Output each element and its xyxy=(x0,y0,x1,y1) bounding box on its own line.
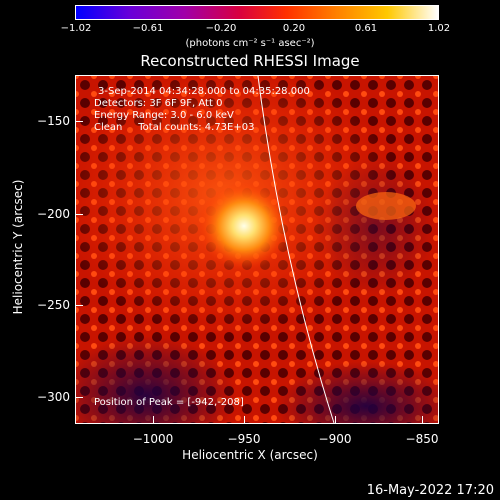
y-tick xyxy=(75,397,83,398)
plot-title: Reconstructed RHESSI Image xyxy=(140,52,360,70)
y-axis-label: Heliocentric Y (arcsec) xyxy=(11,179,25,315)
solar-limb-line xyxy=(257,76,335,423)
colorbar-tick: −0.61 xyxy=(132,23,164,34)
y-tick-label: −300 xyxy=(37,390,70,404)
peak-position-text: Position of Peak = [-942,-208] xyxy=(94,397,244,408)
colorbar-tick: −1.02 xyxy=(60,23,92,34)
time-range-text: 3-Sep-2014 04:34:28.000 to 04:35:28.000 xyxy=(98,86,310,97)
y-tick-label: −250 xyxy=(37,298,70,312)
x-tick-label: −900 xyxy=(318,432,352,446)
y-tick xyxy=(75,121,83,122)
timestamp: 16-May-2022 17:20 xyxy=(366,483,494,498)
y-tick xyxy=(75,214,83,215)
detectors-text: Detectors: 3F 6F 9F, Att 0 xyxy=(94,98,223,109)
x-tick xyxy=(153,416,154,424)
x-tick xyxy=(335,416,336,424)
clean-counts-text: Clean Total counts: 4.73E+03 xyxy=(94,122,255,133)
y-tick-label: −200 xyxy=(37,207,70,221)
x-tick-label: −850 xyxy=(405,432,439,446)
colorbar-tick: −0.20 xyxy=(205,23,237,34)
x-tick-label: −1000 xyxy=(132,432,174,446)
x-tick xyxy=(422,416,423,424)
rhessi-image xyxy=(75,75,439,424)
y-tick xyxy=(75,305,83,306)
colorbar-tick: 0.61 xyxy=(354,23,378,34)
y-tick-label: −150 xyxy=(37,114,70,128)
x-tick-label: −950 xyxy=(227,432,261,446)
energy-range-text: Energy Range: 3.0 - 6.0 keV xyxy=(94,110,234,121)
colorbar-tick: 0.20 xyxy=(282,23,306,34)
x-tick xyxy=(244,416,245,424)
colorbar-tick: 1.02 xyxy=(427,23,451,34)
colorbar-units: (photons cm⁻² s⁻¹ asec⁻²) xyxy=(185,38,315,49)
colorbar xyxy=(75,5,439,20)
x-axis-label: Heliocentric X (arcsec) xyxy=(182,448,318,462)
